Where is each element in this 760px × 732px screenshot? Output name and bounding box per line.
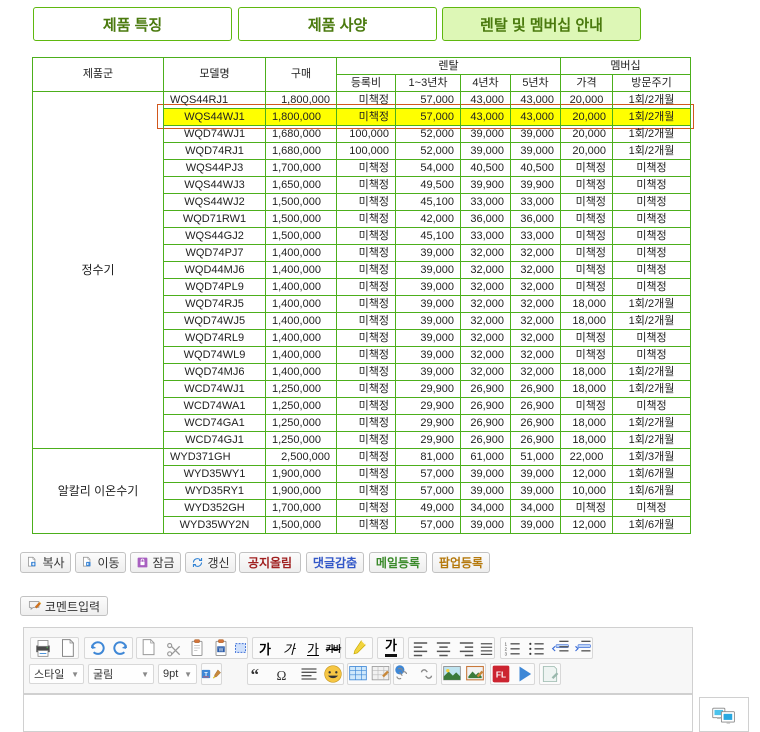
svg-text:Ω: Ω <box>277 668 287 683</box>
svg-text:3: 3 <box>505 652 508 657</box>
svg-text:W: W <box>219 647 224 653</box>
svg-text:FL: FL <box>496 669 506 679</box>
svg-text:“: “ <box>251 665 259 684</box>
